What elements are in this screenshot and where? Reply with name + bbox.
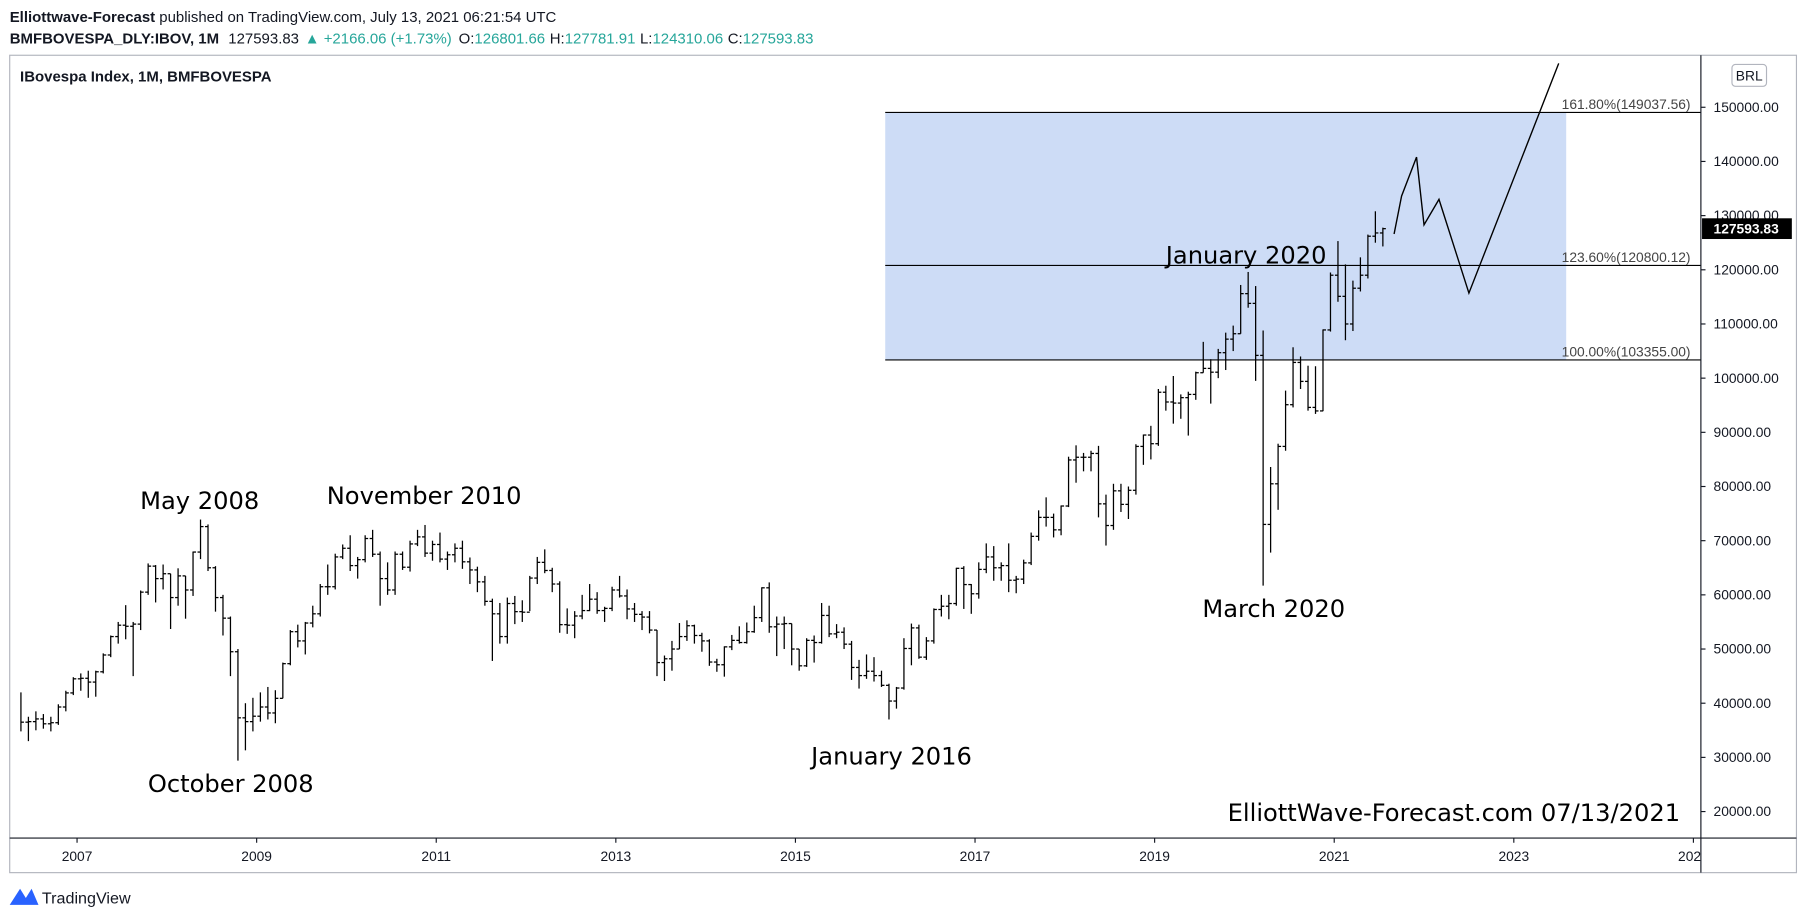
y-tick-label: 100000.00 [1714,370,1780,386]
x-tick-label: 2011 [421,848,451,864]
annotation: January 2020 [1164,242,1327,270]
y-tick-label: 120000.00 [1714,261,1780,277]
y-tick-label: 40000.00 [1714,695,1772,711]
y-tick-label: 90000.00 [1714,424,1772,440]
y-tick-label: 50000.00 [1714,641,1772,657]
logo-icon [9,888,39,905]
annotation: May 2008 [140,487,259,515]
x-tick-label: 2009 [241,848,272,864]
brand: TradingView [42,890,131,908]
fib-label: 123.60%(120800.12) [1562,249,1691,265]
price-axis: 20000.00 30000.00 40000.00 50000.00 60000.00… [1700,99,1792,819]
o-label: O: [459,31,475,48]
last-price-box [1702,218,1792,240]
last-price-label: 127593.83 [1714,220,1780,236]
annotation: March 2020 [1202,595,1345,623]
x-tick-label: 2017 [960,848,991,864]
fib-group: 161.80%(149037.56) 123.60%(120800.12) 100.… [885,96,1701,361]
x-tick-label: 2015 [780,848,811,864]
y-tick-label: 30000.00 [1714,749,1772,765]
c-label: C: [728,31,743,48]
published: published on TradingView.com, July 13, 2… [155,9,556,26]
x-tick-label: 2013 [600,848,631,864]
y-tick-label: 140000.00 [1714,153,1780,169]
overlay-group [1393,63,1560,296]
y-tick-label: 70000.00 [1714,532,1772,548]
y-tick-label: 80000.00 [1714,478,1772,494]
annotation: November 2010 [327,482,522,510]
y-tick-label: 110000.00 [1714,316,1779,332]
l-value: 124310.06 [652,31,723,48]
price: 127593.83 [228,31,299,48]
chart-title: IBovespa Index, 1M, BMFBOVESPA [20,69,272,86]
c-value: 127593.83 [743,31,814,48]
y-tick-label: 60000.00 [1714,586,1772,602]
x-tick-label: 2025 [1678,848,1709,864]
l-label: L: [640,31,652,48]
symbol: BMFBOVESPA_DLY:IBOV, 1M [10,31,219,48]
chart-frame [9,54,1798,874]
change: ▲ +2166.06 (+1.73%) [305,31,452,48]
x-tick-label: 2021 [1319,848,1350,864]
y-tick-label: 150000.00 [1714,99,1780,115]
symbol-line: BMFBOVESPA_DLY:IBOV, 1M 127593.83 ▲ +2166.… [10,31,814,48]
watermark: ElliottWave-Forecast.com 07/13/2021 [1228,799,1681,827]
currency: BRL [1736,68,1763,84]
x-tick-label: 2019 [1139,848,1170,864]
projection-line [1393,63,1560,296]
x-tick-label: 2007 [62,848,93,864]
time-axis: 2007 2009 2011 2013 2015 2017 2019 2021 2023 2025 [62,838,1709,864]
x-tick-label: 2023 [1498,848,1529,864]
y-tick-label: 20000.00 [1714,803,1772,819]
annotation: October 2008 [148,770,314,798]
author: Elliottwave-Forecast [10,9,155,26]
currency-box [1731,63,1768,87]
bars-group [20,211,1386,761]
h-label: H: [550,31,565,48]
fib-zone [885,112,1567,360]
h-value: 127781.91 [565,31,636,48]
tradingview-logo: TradingView [9,888,131,908]
fib-label: 161.80%(149037.56) [1562,96,1691,112]
fib-label: 100.00%(103355.00) [1562,344,1691,360]
annotation: January 2016 [809,742,972,770]
o-value: 126801.66 [474,31,545,48]
publish-line: Elliottwave-Forecast published on Tradin… [10,9,557,26]
